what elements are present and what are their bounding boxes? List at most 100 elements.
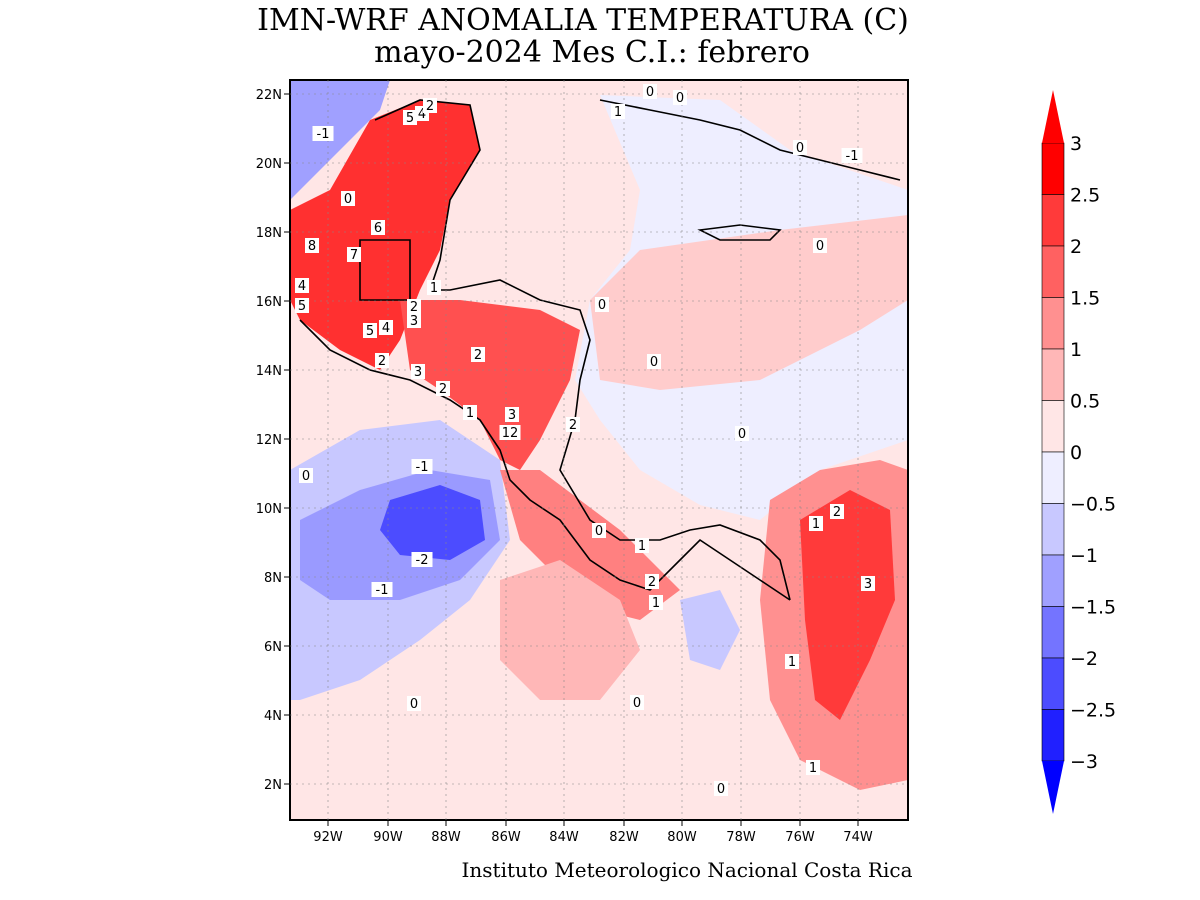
contour-label: 0 [598, 298, 606, 313]
contour-label-box [611, 104, 625, 119]
contour-label-box [305, 238, 319, 253]
contour-label-box [471, 347, 485, 362]
colorbar-segment [1041, 503, 1065, 556]
contour-label: 1 [652, 596, 660, 611]
contour-label: 0 [410, 697, 418, 712]
contour-label-box [463, 405, 477, 420]
colorbar-segment [1041, 451, 1065, 504]
colorbar-segment [1041, 348, 1065, 401]
contour-label-box [861, 576, 875, 591]
caribbean-warm-band [590, 215, 908, 390]
contour-label-box [379, 320, 393, 335]
credit-line: Instituto Meteorologico Nacional Costa R… [461, 858, 912, 882]
contour-label: 4 [418, 107, 426, 122]
contour-label: 1 [466, 406, 474, 421]
contour-label: 5 [298, 299, 306, 314]
contour-label-box [566, 417, 580, 432]
colorbar-segment [1041, 297, 1065, 350]
lon-tick-label: 84W [549, 830, 579, 845]
colorbar-bottom-arrow [1042, 761, 1064, 814]
contour-label: 3 [864, 577, 872, 592]
lat-tick-label: 16N [256, 295, 282, 310]
gulf-cool-region [290, 80, 390, 200]
contour-label: 0 [650, 355, 658, 370]
contour-label: 0 [816, 239, 824, 254]
contour-label: 5 [406, 111, 414, 126]
colorbar-segment [1041, 709, 1065, 762]
lon-tick-label: 88W [431, 830, 461, 845]
contour-labels: -154201000687014523542320231321200-1-120… [295, 84, 875, 797]
colorbar-label: 0 [1070, 442, 1082, 464]
contour-label: 2 [833, 505, 841, 520]
title-line-1: IMN-WRF ANOMALIA TEMPERATURA (C) [257, 3, 909, 38]
colorbar-label: −2 [1070, 648, 1098, 670]
contour-label-box [499, 425, 521, 440]
contour-label-box [595, 297, 609, 312]
contour-label-box [645, 574, 659, 589]
contour-label: 2 [648, 575, 656, 590]
contour-label-box [407, 313, 421, 328]
contour-label-box [830, 504, 844, 519]
lon-tick-label: 86W [491, 830, 521, 845]
contour-label-box [806, 760, 820, 775]
south-cool-patch [680, 590, 740, 670]
contour-label-box [841, 148, 863, 163]
contour-label: 0 [676, 91, 684, 106]
contour-label-box [312, 126, 334, 141]
contour-label-box [341, 191, 355, 206]
colorbar-segment [1041, 657, 1065, 710]
contour-label: 0 [302, 469, 310, 484]
contour-label: 6 [374, 221, 382, 236]
lat-tick-label: 18N [256, 226, 282, 241]
contour-label: 12 [502, 426, 519, 441]
lat-tick-label: 2N [264, 778, 282, 793]
anomaly-field [290, 80, 908, 820]
contour-label: 4 [382, 321, 390, 336]
pacific-cold-center [380, 485, 485, 560]
contour-label: 0 [633, 696, 641, 711]
lon-tick-label: 92W [313, 830, 343, 845]
costa-rica-panama-warm [500, 470, 680, 620]
lon-tick-label: 78W [726, 830, 756, 845]
lat-tick-label: 8N [264, 571, 282, 586]
contour-label: 5 [366, 324, 374, 339]
contour-label-box [793, 140, 807, 155]
lon-tick-label: 82W [609, 830, 639, 845]
contour-label-box [785, 654, 799, 669]
contour-label: -2 [416, 553, 429, 568]
latitude-axis: 22N 20N 18N 16N 14N 12N 10N 8N 6N 4N 2N [256, 88, 908, 793]
contour-label-box [427, 280, 441, 295]
central-america-warm-region [400, 300, 580, 470]
contour-label-box [635, 538, 649, 553]
contour-label-box [411, 364, 425, 379]
colorbar-label: −1.5 [1070, 597, 1116, 619]
colorbar-label: −1 [1070, 545, 1098, 567]
colorbar: 3 2.5 2 1.5 1 0.5 0 −0.5 −1 −1.5 −2 −2.5 −3 [1041, 90, 1116, 814]
contour-label: 0 [738, 427, 746, 442]
contour-label-box [411, 552, 433, 567]
lat-tick-label: 14N [256, 364, 282, 379]
lon-tick-label: 76W [785, 830, 815, 845]
colombia-warm-core [800, 490, 895, 720]
contour-label: 2 [410, 300, 418, 315]
contour-label-box [649, 595, 663, 610]
contour-label-box [295, 278, 309, 293]
contour-label: 0 [344, 192, 352, 207]
contour-label: -1 [416, 460, 429, 475]
contour-label-box [643, 84, 657, 99]
coastlines [299, 99, 901, 601]
contour-label-box [407, 696, 421, 711]
lon-tick-label: 80W [667, 830, 697, 845]
contour-label: 1 [812, 517, 820, 532]
lon-tick-label: 90W [373, 830, 403, 845]
contour-label: 0 [646, 85, 654, 100]
contour-label-box [630, 695, 644, 710]
contour-label-box [403, 110, 417, 125]
south-pacific-warm [500, 560, 640, 700]
colorbar-label: −0.5 [1070, 494, 1116, 516]
contour-label: 0 [595, 524, 603, 539]
contour-label-box [371, 582, 393, 597]
title-line-2: mayo-2024 Mes C.I.: febrero [374, 35, 810, 70]
map-frame [289, 79, 909, 821]
